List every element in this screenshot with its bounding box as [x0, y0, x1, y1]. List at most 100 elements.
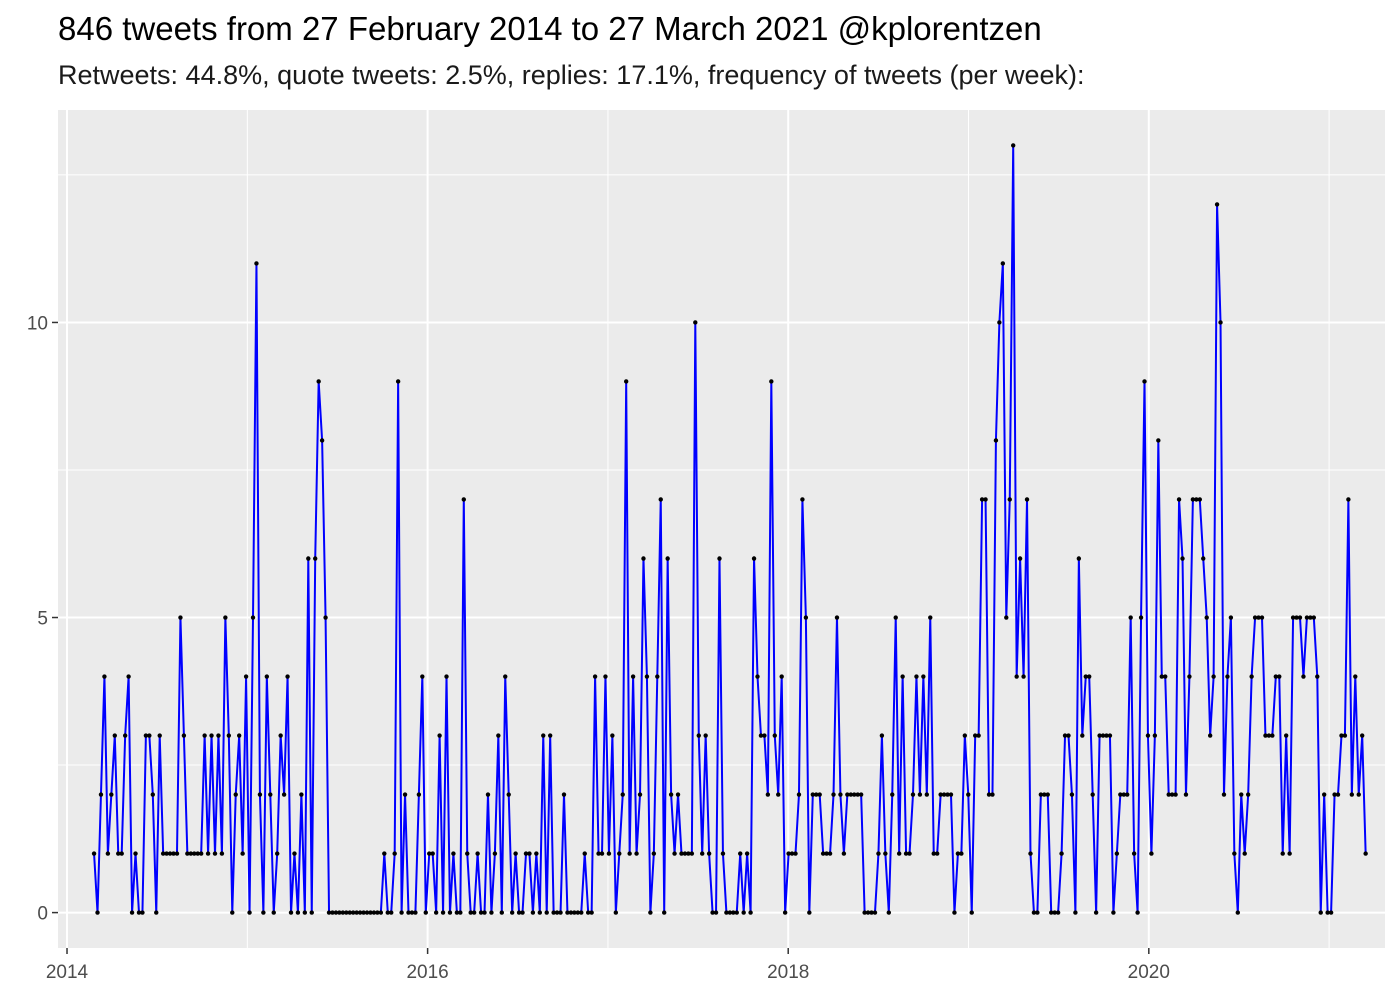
- data-point: [561, 792, 567, 797]
- data-point: [437, 733, 442, 738]
- data-point: [1283, 733, 1289, 738]
- data-point: [928, 615, 933, 620]
- data-point: [1007, 497, 1012, 502]
- data-point: [1111, 910, 1116, 915]
- data-point: [167, 851, 173, 856]
- data-point: [734, 910, 739, 915]
- data-point: [219, 851, 225, 856]
- data-point: [150, 792, 155, 797]
- data-point: [278, 733, 283, 738]
- data-point: [966, 792, 971, 797]
- data-point: [230, 910, 235, 915]
- data-point: [271, 910, 276, 915]
- data-point: [883, 851, 888, 856]
- data-point: [1073, 910, 1078, 915]
- data-point: [1142, 379, 1147, 384]
- data-point: [364, 910, 370, 915]
- data-point: [516, 910, 522, 915]
- data-point: [541, 733, 546, 738]
- data-point: [1097, 733, 1102, 738]
- data-point: [620, 792, 625, 797]
- data-point: [192, 851, 197, 856]
- data-point: [523, 851, 529, 856]
- data-point: [959, 851, 964, 856]
- data-point: [717, 556, 722, 561]
- data-point: [299, 792, 304, 797]
- data-point: [1277, 674, 1282, 679]
- data-point: [212, 851, 218, 856]
- data-point: [1049, 910, 1054, 915]
- data-point: [416, 792, 422, 797]
- data-point: [1218, 320, 1223, 325]
- data-point: [554, 910, 560, 915]
- major-gridlines: [58, 110, 1385, 948]
- data-point: [233, 792, 238, 797]
- data-point: [845, 792, 850, 797]
- data-point: [506, 792, 511, 797]
- data-point: [119, 851, 124, 856]
- plot-panel: [58, 110, 1385, 948]
- data-point: [143, 733, 149, 738]
- data-point: [1204, 615, 1209, 620]
- data-point: [896, 851, 902, 856]
- data-point: [302, 910, 308, 915]
- data-point: [323, 615, 328, 620]
- data-point: [257, 792, 263, 797]
- data-point: [572, 910, 577, 915]
- x-tick-label: 2014: [46, 962, 89, 983]
- data-point: [976, 733, 981, 738]
- x-tick-label: 2016: [406, 962, 448, 983]
- data-point: [288, 910, 294, 915]
- data-point: [713, 910, 719, 915]
- data-point: [530, 910, 536, 915]
- data-point: [938, 792, 943, 797]
- data-point: [1069, 792, 1075, 797]
- data-point: [1360, 733, 1365, 738]
- y-tick-label: 0: [37, 904, 48, 925]
- data-point: [95, 910, 100, 915]
- data-point: [1062, 733, 1068, 738]
- data-point: [827, 851, 833, 856]
- data-point: [205, 851, 211, 856]
- data-point: [247, 910, 252, 915]
- data-point: [389, 910, 394, 915]
- data-point: [430, 851, 435, 856]
- data-point: [409, 910, 415, 915]
- data-point: [198, 851, 204, 856]
- data-point: [195, 851, 200, 856]
- data-point: [420, 674, 425, 679]
- data-point: [765, 792, 771, 797]
- data-point: [641, 556, 646, 561]
- data-point: [1156, 438, 1161, 443]
- data-point: [468, 910, 473, 915]
- data-point: [1038, 792, 1044, 797]
- data-point: [879, 733, 885, 738]
- data-point: [910, 792, 916, 797]
- data-point: [1004, 615, 1009, 620]
- data-point: [724, 910, 729, 915]
- data-point: [285, 674, 290, 679]
- data-point: [399, 910, 404, 915]
- data-point: [568, 910, 574, 915]
- data-point: [98, 792, 104, 797]
- data-point: [589, 910, 594, 915]
- data-point: [876, 851, 881, 856]
- data-point: [534, 851, 539, 856]
- data-point: [744, 851, 750, 856]
- data-point: [820, 851, 826, 856]
- data-point: [796, 792, 802, 797]
- data-point: [1239, 792, 1244, 797]
- data-point: [969, 910, 974, 915]
- data-point: [306, 556, 311, 561]
- data-point: [147, 733, 152, 738]
- data-point: [254, 261, 259, 266]
- data-point: [264, 674, 270, 679]
- data-point: [209, 733, 214, 738]
- data-point: [703, 733, 708, 738]
- y-tick-label: 5: [37, 609, 48, 630]
- data-point: [471, 910, 477, 915]
- data-point: [893, 615, 898, 620]
- data-point: [841, 851, 847, 856]
- data-point: [451, 851, 456, 856]
- data-point: [375, 910, 380, 915]
